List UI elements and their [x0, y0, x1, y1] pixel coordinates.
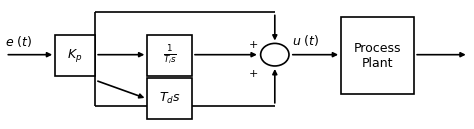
FancyBboxPatch shape — [341, 17, 414, 94]
Text: $e$ $(t)$: $e$ $(t)$ — [5, 34, 33, 49]
Text: $T_d s$: $T_d s$ — [159, 91, 181, 106]
Ellipse shape — [261, 43, 289, 66]
Text: $K_p$: $K_p$ — [67, 47, 83, 64]
FancyBboxPatch shape — [147, 35, 192, 76]
FancyBboxPatch shape — [55, 35, 95, 76]
Text: Process
Plant: Process Plant — [354, 42, 401, 70]
Text: $u$ $(t)$: $u$ $(t)$ — [292, 33, 320, 48]
Text: +: + — [248, 40, 258, 50]
Text: $\frac{1}{T_i s}$: $\frac{1}{T_i s}$ — [163, 44, 177, 67]
Text: +: + — [248, 69, 258, 79]
FancyBboxPatch shape — [147, 78, 192, 119]
